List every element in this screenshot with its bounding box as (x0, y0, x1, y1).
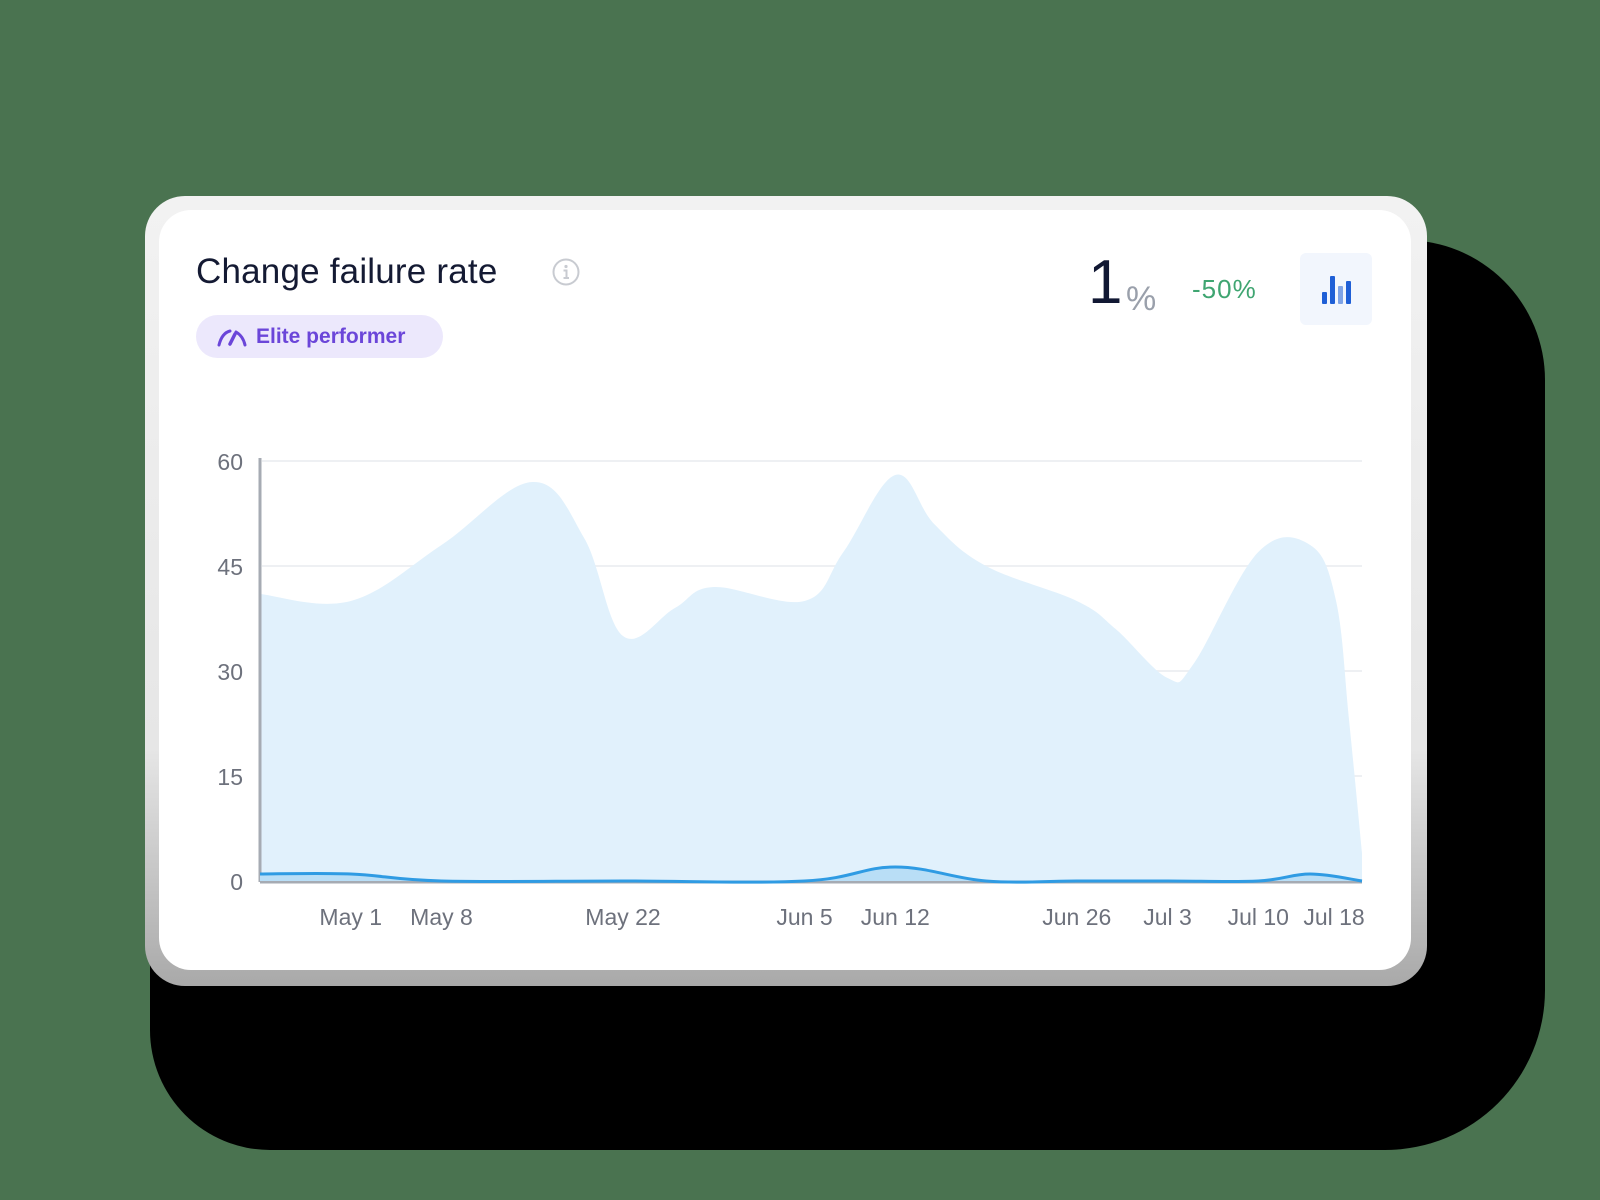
y-tick-label: 30 (217, 659, 243, 685)
x-tick-label: Jul 10 (1228, 904, 1289, 930)
y-axis-ticks: 0 15 30 45 60 (217, 449, 243, 895)
y-tick-label: 15 (217, 764, 243, 790)
x-tick-label: Jul 3 (1143, 904, 1192, 930)
x-tick-label: May 22 (585, 904, 660, 930)
performance-badge: Elite performer (196, 315, 443, 358)
area-series (260, 474, 1362, 881)
y-tick-label: 45 (217, 554, 243, 580)
x-tick-label: May 1 (319, 904, 382, 930)
x-axis-ticks: May 1 May 8 May 22 Jun 5 Jun 12 Jun 26 Jul 3 Ju… (319, 904, 1364, 930)
x-tick-label: Jun 5 (776, 904, 832, 930)
metric-unit: % (1126, 280, 1157, 318)
y-tick-label: 0 (230, 869, 243, 895)
metric-change: -50% (1192, 274, 1257, 304)
badge-label: Elite performer (256, 324, 406, 348)
chart-type-toggle-button[interactable] (1300, 253, 1372, 325)
x-tick-label: Jun 12 (861, 904, 930, 930)
info-circle-icon[interactable] (552, 258, 580, 286)
x-tick-label: Jun 26 (1042, 904, 1111, 930)
metric-value: 1 (1088, 248, 1123, 317)
y-tick-label: 60 (217, 449, 243, 475)
line-series-fill (260, 867, 1362, 883)
speedometer-icon (217, 329, 247, 346)
bar-chart-icon (1322, 276, 1351, 304)
x-tick-label: May 8 (410, 904, 473, 930)
card-title: Change failure rate (196, 252, 498, 291)
line-series (259, 865, 1363, 884)
x-tick-label: Jul 18 (1303, 904, 1364, 930)
